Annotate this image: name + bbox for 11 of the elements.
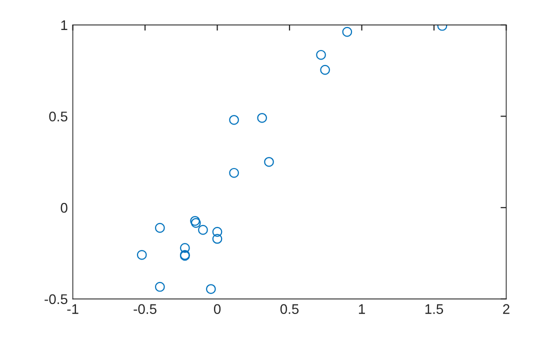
x-tick-label: -1 <box>67 304 78 314</box>
x-tick-label: 0 <box>214 304 221 314</box>
x-tick-label: 1.5 <box>425 304 444 314</box>
x-tick-label: -0.5 <box>134 304 156 314</box>
x-tick-label: 1 <box>358 304 365 314</box>
x-tick-label: 0.5 <box>280 304 299 314</box>
y-tick-label: 1 <box>61 20 68 30</box>
y-tick-label: 0.5 <box>49 112 68 122</box>
y-tick-label: 0 <box>60 202 68 213</box>
y-tick-label: -0.5 <box>44 294 68 304</box>
x-tick-label: 2 <box>503 304 510 314</box>
